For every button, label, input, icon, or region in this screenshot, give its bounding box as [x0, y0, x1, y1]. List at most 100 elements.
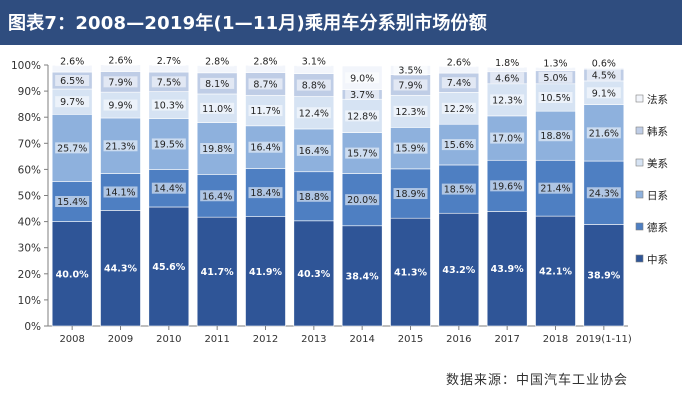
x-tick-label: 2019(1-11) [576, 334, 632, 345]
x-tick-label: 2010 [156, 334, 181, 345]
data-label-bg [490, 132, 525, 144]
data-label-bg [55, 96, 90, 108]
legend-swatch [635, 94, 644, 103]
data-label: 40.0% [56, 269, 89, 280]
data-label: 38.9% [587, 271, 620, 282]
y-tick-label: 30% [18, 243, 41, 255]
data-label: 12.2% [444, 104, 474, 115]
x-tick-label: 2013 [301, 334, 326, 345]
data-label: 10.5% [540, 93, 570, 104]
chart-area: 0% 10% 20% 30% 40% 50% 60% 70% 80% 90% 100% 40.0% 15… [0, 45, 682, 400]
data-label: 15.4% [57, 197, 87, 208]
data-label: 4.6% [495, 73, 519, 84]
x-tick-label: 2009 [108, 334, 133, 345]
data-label-bg [393, 79, 428, 91]
stacked-bar-chart: 0% 10% 20% 30% 40% 50% 60% 70% 80% 90% 100% 40.0% 15… [11, 54, 668, 345]
legend-swatch [635, 158, 644, 167]
data-label-bg [586, 187, 621, 199]
x-tick-label: 2018 [543, 334, 568, 345]
data-label: 3.1% [302, 57, 326, 68]
data-label-bg [393, 188, 428, 200]
data-label-bg [490, 180, 525, 192]
bar-segment [148, 206, 190, 327]
data-label: 2.6% [60, 56, 84, 67]
legend-label: 韩系 [647, 125, 668, 138]
data-label: 16.4% [202, 191, 232, 202]
data-label-bg [345, 110, 380, 122]
data-label: 21.6% [589, 128, 619, 139]
data-label: 2.7% [157, 56, 181, 67]
data-label: 15.7% [347, 149, 377, 160]
x-tick-label: 2017 [494, 334, 519, 345]
data-label: 16.4% [250, 143, 280, 154]
data-label-bg [55, 142, 90, 154]
data-label-bg [200, 55, 235, 67]
data-label-bg [248, 78, 283, 90]
data-label: 9.1% [592, 88, 616, 99]
data-label-bg [151, 76, 186, 88]
legend-label: 德系 [647, 221, 668, 234]
bar-segment [100, 210, 141, 327]
legend-label: 美系 [647, 157, 668, 170]
data-label-bg [55, 75, 90, 87]
data-label: 20.0% [347, 195, 377, 206]
data-label-bg [296, 79, 331, 91]
data-label: 10.3% [154, 101, 184, 112]
chart-title: 图表7：2008—2019年(1—11月)乘用车分系别市场份额 [8, 13, 487, 34]
data-label: 19.6% [492, 181, 522, 192]
data-label-bg [248, 141, 283, 153]
data-label: 7.9% [108, 77, 132, 88]
legend-label: 中系 [647, 253, 668, 266]
data-label: 2.8% [253, 56, 277, 67]
x-tick-label: 2012 [253, 334, 278, 345]
data-label-bg [103, 140, 138, 152]
data-label-bg [200, 77, 235, 89]
y-tick-label: 80% [18, 112, 41, 124]
data-label: 18.8% [540, 131, 570, 142]
data-label: 42.1% [539, 267, 572, 278]
data-label: 41.7% [201, 267, 234, 278]
data-label-bg [200, 102, 235, 114]
data-label-bg [103, 99, 138, 111]
data-label: 7.9% [398, 80, 422, 91]
data-label: 40.3% [297, 269, 330, 280]
data-label: 43.2% [442, 265, 475, 276]
bar-segment [583, 224, 625, 327]
data-label: 2.6% [108, 56, 132, 67]
data-label: 12.8% [347, 111, 377, 122]
data-label: 14.4% [154, 184, 184, 195]
bar-segment [196, 216, 238, 327]
data-label: 6.5% [60, 76, 84, 87]
legend-swatch [635, 126, 644, 135]
data-label-bg [586, 69, 621, 81]
data-label: 0.6% [592, 59, 616, 70]
data-label-bg [345, 147, 380, 159]
data-label-bg [393, 105, 428, 117]
y-tick-label: 20% [18, 269, 41, 281]
source-note: 数据来源：中国汽车工业协会 [446, 373, 629, 388]
y-tick-label: 70% [18, 138, 41, 150]
data-label: 8.7% [253, 79, 277, 90]
data-label: 41.9% [249, 267, 282, 278]
data-label: 12.3% [395, 107, 425, 118]
data-label: 11.7% [250, 106, 280, 117]
data-label: 11.0% [202, 104, 232, 115]
data-label: 4.5% [592, 71, 616, 82]
data-label-bg [151, 55, 186, 66]
data-label-bg [151, 182, 186, 194]
data-label-bg [151, 99, 186, 111]
data-label: 1.8% [495, 58, 519, 69]
data-label: 24.3% [589, 188, 619, 199]
data-label: 12.4% [299, 108, 329, 119]
data-label-bg [490, 72, 525, 84]
data-label: 7.4% [447, 78, 471, 89]
data-label-bg [345, 72, 380, 84]
data-label-bg [586, 87, 621, 99]
data-label: 15.9% [395, 144, 425, 155]
data-label-bg [393, 64, 428, 76]
data-label: 9.9% [108, 101, 132, 112]
data-label: 17.0% [492, 134, 522, 145]
data-label: 8.1% [205, 79, 229, 90]
data-label-bg [103, 186, 138, 198]
data-label-bg [538, 182, 573, 194]
